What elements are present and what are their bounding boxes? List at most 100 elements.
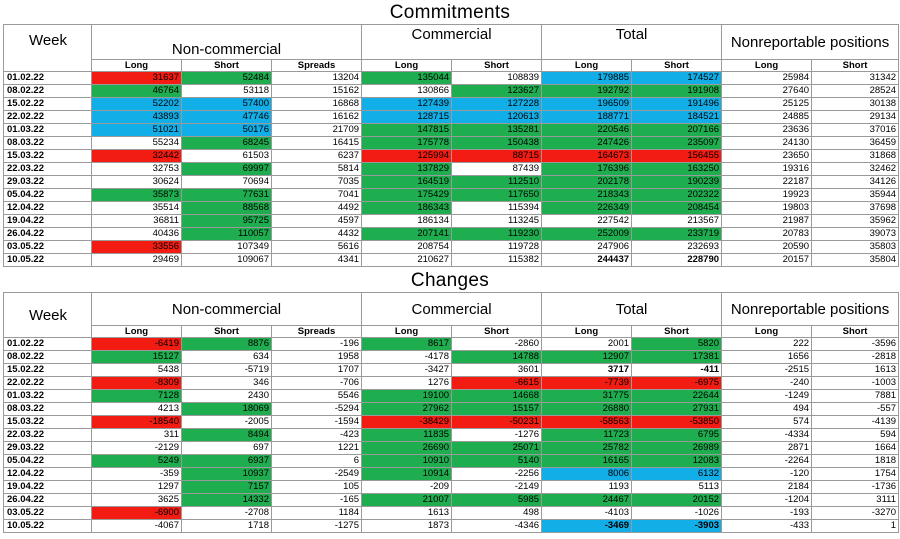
noncommercial-short-cell: 53118 [181, 84, 272, 98]
noncommercial-spreads-cell: 4597 [270, 214, 363, 228]
noncommercial-spreads-cell: 13204 [270, 71, 363, 85]
nonreportable-long-cell: -2515 [721, 363, 813, 377]
total-short-cell: 208454 [631, 201, 723, 215]
nonreportable-long-cell: 494 [721, 402, 813, 416]
subheader-long: Long [721, 59, 813, 72]
table-row: 01.03.22 51021 50176 21709 147815 135281 22054… [3, 123, 900, 137]
nonreportable-long-cell: -1204 [721, 493, 813, 507]
table-row: 10.05.22 -4067 1718 -1275 1873 -4346 -3469 -390… [3, 519, 900, 533]
total-short-cell: -3903 [631, 519, 723, 533]
table-row: 12.04.22 -359 10937 -2549 10914 -2256 8006 6132… [3, 467, 900, 481]
commercial-short-cell: 498 [451, 506, 543, 520]
table-row: 26.04.22 40436 110057 4432 207141 119230 25200… [3, 227, 900, 241]
total-short-cell: 12083 [631, 454, 723, 468]
subheader-short: Short [451, 59, 543, 72]
nonreportable-long-cell: 2184 [721, 480, 813, 494]
nonreportable-short-cell: 36459 [811, 136, 900, 150]
commercial-long-cell: 208754 [361, 240, 453, 254]
nonreportable-long-cell: 19923 [721, 188, 813, 202]
commercial-short-cell: 88715 [451, 149, 543, 163]
commercial-long-cell: 1276 [361, 376, 453, 390]
nonreportable-short-cell: 1613 [811, 363, 900, 377]
commercial-long-cell: 164519 [361, 175, 453, 189]
commercial-short-cell: 135281 [451, 123, 543, 137]
commercial-short-cell: 5985 [451, 493, 543, 507]
commercial-short-cell: -50231 [451, 415, 543, 429]
noncommercial-long-cell: 30624 [91, 175, 182, 189]
total-short-cell: 233719 [631, 227, 723, 241]
total-short-cell: 184521 [631, 110, 723, 124]
total-header: Total [541, 292, 723, 326]
total-short-cell: 190239 [631, 175, 723, 189]
commercial-long-cell: 1873 [361, 519, 453, 533]
noncommercial-spreads-cell: 7035 [270, 175, 363, 189]
nonreportable-short-cell: 39073 [811, 227, 900, 241]
table-row: 22.02.22 -8309 346 -706 1276 -6615 -7739 -6975-… [3, 376, 900, 390]
noncommercial-short-cell: 95725 [181, 214, 272, 228]
noncommercial-short-cell: 697 [181, 441, 272, 455]
week-cell: 01.02.22 [3, 71, 92, 85]
nonreportable-long-cell: 19803 [721, 201, 813, 215]
total-long-cell: 31775 [541, 389, 633, 403]
noncommercial-spreads-cell: -706 [270, 376, 363, 390]
nonreportable-short-cell: -3270 [811, 506, 900, 520]
commercial-short-cell: 115382 [451, 253, 543, 267]
nonreportable-short-cell: 35804 [811, 253, 900, 267]
table-row: 03.05.22 33556 107349 5616 208754 119728 24790… [3, 240, 900, 254]
commercial-short-cell: 15157 [451, 402, 543, 416]
total-short-cell: 27931 [631, 402, 723, 416]
total-header: Total [541, 24, 723, 60]
nonreportable-short-cell: 31868 [811, 149, 900, 163]
week-cell: 22.02.22 [3, 376, 92, 390]
nonreportable-long-cell: 24885 [721, 110, 813, 124]
noncommercial-spreads-cell: 6237 [270, 149, 363, 163]
week-cell: 12.04.22 [3, 467, 92, 481]
nonreportable-long-cell: 27640 [721, 84, 813, 98]
noncommercial-short-cell: 8876 [181, 337, 272, 351]
noncommercial-long-cell: 4213 [91, 402, 182, 416]
changes-table: Week Non-commercial Commercial Total Non… [3, 292, 900, 533]
nonreportable-short-cell: 29134 [811, 110, 900, 124]
total-short-cell: 202322 [631, 188, 723, 202]
subheader-long: Long [541, 59, 633, 72]
noncommercial-header: Non-commercial [90, 24, 363, 60]
noncommercial-short-cell: 1718 [181, 519, 272, 533]
week-cell: 15.02.22 [3, 363, 92, 377]
noncommercial-long-cell: -8309 [91, 376, 182, 390]
total-short-cell: 235097 [631, 136, 723, 150]
total-short-cell: 6132 [631, 467, 723, 481]
commercial-long-cell: 175429 [361, 188, 453, 202]
nonreportable-short-cell: 32462 [811, 162, 900, 176]
noncommercial-short-cell: 346 [181, 376, 272, 390]
noncommercial-long-cell: -2129 [91, 441, 182, 455]
nonreportable-long-cell: 2871 [721, 441, 813, 455]
subheader-short: Short [181, 325, 272, 338]
noncommercial-short-cell: 47746 [181, 110, 272, 124]
table-row: 08.03.22 55234 68245 16415 175778 150438 24742… [3, 136, 900, 150]
noncommercial-long-cell: 311 [91, 428, 182, 442]
week-cell: 05.04.22 [3, 454, 92, 468]
commercial-long-cell: 207141 [361, 227, 453, 241]
commercial-short-cell: 127228 [451, 97, 543, 111]
week-cell: 10.05.22 [3, 253, 92, 267]
week-cell: 29.03.22 [3, 441, 92, 455]
nonreportable-long-cell: 20157 [721, 253, 813, 267]
commercial-short-cell: 14668 [451, 389, 543, 403]
noncommercial-spreads-cell: 16868 [270, 97, 363, 111]
total-short-cell: 228790 [631, 253, 723, 267]
total-long-cell: 2001 [541, 337, 633, 351]
noncommercial-long-cell: 1297 [91, 480, 182, 494]
nonreportable-short-cell: 1754 [811, 467, 900, 481]
week-cell: 22.02.22 [3, 110, 92, 124]
week-cell: 08.03.22 [3, 402, 92, 416]
nonreportable-short-cell: 35803 [811, 240, 900, 254]
table-row: 05.04.22 5249 6937 6 10910 5140 16165 12083 -226… [3, 454, 900, 468]
total-short-cell: 6795 [631, 428, 723, 442]
noncommercial-long-cell: 51021 [91, 123, 182, 137]
table-row: 01.02.22 -6419 8876 -196 8617 -2860 2001 5820 22… [3, 337, 900, 351]
commercial-long-cell: 125994 [361, 149, 453, 163]
commercial-short-cell: 5140 [451, 454, 543, 468]
nonreportable-long-cell: 22187 [721, 175, 813, 189]
commercial-header: Commercial [361, 24, 543, 60]
commercial-long-cell: 8617 [361, 337, 453, 351]
